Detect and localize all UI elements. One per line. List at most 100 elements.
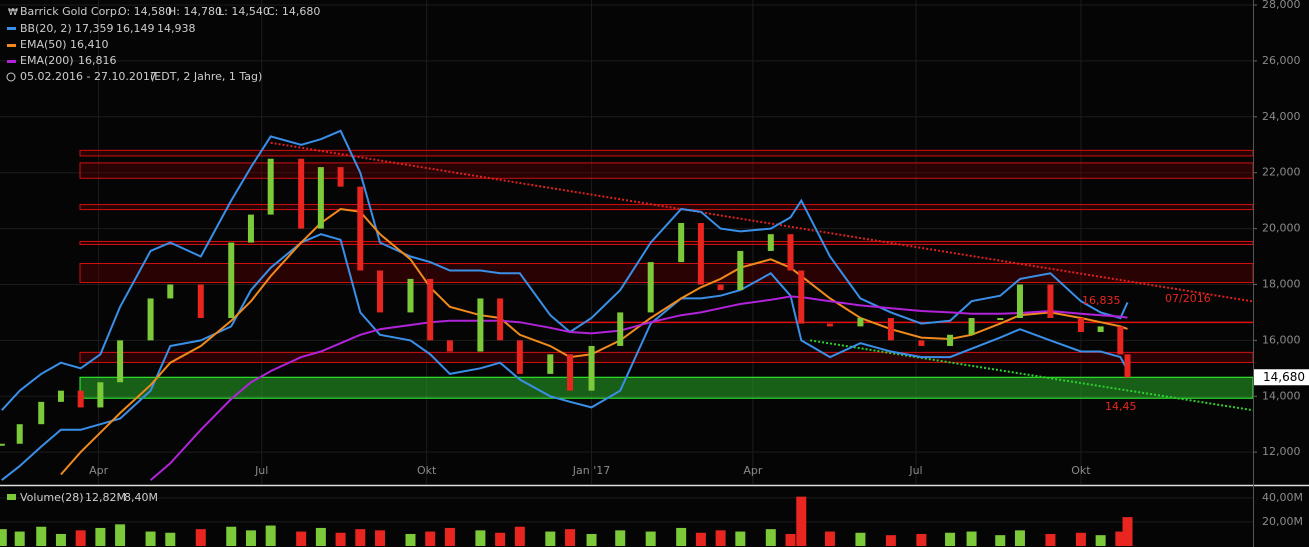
volume-bar: [514, 526, 525, 546]
candle: [737, 250, 744, 291]
resistance-zone: [79, 149, 1254, 157]
volume-bar: [1122, 517, 1133, 546]
candle: [767, 234, 774, 251]
legend-icon: ₩: [8, 7, 18, 18]
legend: ₩ Barrick Gold Corp. O: 14,580 H: 14,780…: [6, 5, 320, 504]
candle: [197, 284, 204, 319]
candle: [247, 214, 254, 243]
range-note: (EDT, 2 Jahre, 1 Tag): [150, 70, 262, 83]
legend-swatch: [7, 494, 16, 500]
volume-bar: [1045, 533, 1056, 546]
x-tick-label: Jan '17: [572, 464, 610, 477]
legend-value: 16,149: [116, 22, 155, 35]
candle: [588, 345, 595, 391]
y-tick-label: 26,000: [1262, 54, 1301, 67]
volume-bar: [495, 532, 506, 546]
volume-bar: [55, 533, 66, 546]
legend-value: 16,816: [78, 54, 117, 67]
volume-bar: [95, 527, 106, 546]
candle: [826, 323, 833, 327]
annotation: 14,45: [1105, 400, 1137, 413]
volume-bar: [765, 529, 776, 546]
candle: [1077, 318, 1084, 332]
legend-value: 16,410: [70, 38, 109, 51]
candle: [407, 278, 414, 313]
legend-label: BB(20, 2): [20, 22, 72, 35]
volume-bar: [265, 525, 276, 546]
candle: [77, 390, 84, 408]
volume-bar: [145, 531, 156, 546]
candle: [1117, 326, 1124, 355]
x-tick-label: Apr: [743, 464, 763, 477]
price-tag: [1253, 369, 1309, 386]
legend-label: EMA(50): [20, 38, 67, 51]
volume-bar: [36, 526, 47, 546]
candle: [298, 158, 305, 229]
y-tick-label: 16,000: [1262, 333, 1301, 346]
candle: [787, 234, 794, 271]
volume-bar: [226, 526, 237, 546]
volume-bar: [945, 532, 956, 546]
candle: [678, 222, 685, 263]
volume-bar: [335, 532, 346, 546]
volume-bar: [355, 529, 366, 546]
trend-line: [270, 141, 1254, 303]
candle: [357, 186, 364, 271]
volume-bar: [676, 527, 687, 546]
candle: [887, 318, 894, 341]
candle: [717, 284, 724, 291]
x-tick-label: Jul: [908, 464, 922, 477]
volume-bar: [645, 531, 656, 546]
x-tick-label: Apr: [89, 464, 109, 477]
candle: [57, 390, 64, 402]
candle: [117, 340, 124, 383]
volume-bar: [1014, 530, 1025, 546]
volume-bar: [375, 530, 386, 546]
ohlc: O: 14,580: [118, 5, 172, 18]
resistance-zone: [79, 351, 1254, 363]
legend-label: EMA(200): [20, 54, 74, 67]
volume-bar: [916, 533, 927, 546]
y-tick-label: 12,000: [1262, 445, 1301, 458]
candle: [997, 318, 1004, 321]
legend-swatch: [7, 60, 16, 63]
resistance-zone: [79, 240, 1254, 246]
candle: [547, 354, 554, 374]
volume-bar: [995, 535, 1006, 546]
volume-bar: [195, 529, 206, 546]
price-tag-label: 14,680: [1263, 370, 1305, 384]
candle: [0, 443, 5, 446]
candle: [497, 298, 504, 341]
volume-bar: [444, 527, 455, 546]
ema-line: [149, 295, 1128, 481]
volume-bar: [695, 532, 706, 546]
candle: [38, 401, 45, 425]
volume-bar: [315, 527, 326, 546]
ema-line: [60, 207, 1128, 476]
candle: [1097, 326, 1104, 332]
legend-swatch: [7, 27, 16, 30]
candle: [477, 298, 484, 352]
volume-bar: [785, 533, 796, 546]
y-tick-label: 24,000: [1262, 110, 1301, 123]
legend-label: Volume(28): [20, 491, 84, 504]
x-tick-label: Okt: [417, 464, 437, 477]
candle: [377, 270, 384, 313]
volume-bar: [296, 531, 307, 546]
candle: [798, 270, 805, 324]
y-tick-label: 18,000: [1262, 277, 1301, 290]
volume-bar: [0, 529, 7, 546]
volume-bar: [545, 531, 556, 546]
candle: [516, 340, 523, 374]
bollinger-lower: [1, 233, 1129, 481]
annotation: 16,835: [1082, 294, 1121, 307]
bollinger-upper: [1, 129, 1129, 411]
volume-bar: [1115, 531, 1126, 546]
x-tick-label: Jul: [254, 464, 268, 477]
volume-bar: [475, 530, 486, 546]
candle: [16, 424, 23, 444]
volume-bar: [75, 530, 86, 546]
legend-value: 12,82M: [85, 491, 126, 504]
volume-bar: [245, 530, 256, 546]
